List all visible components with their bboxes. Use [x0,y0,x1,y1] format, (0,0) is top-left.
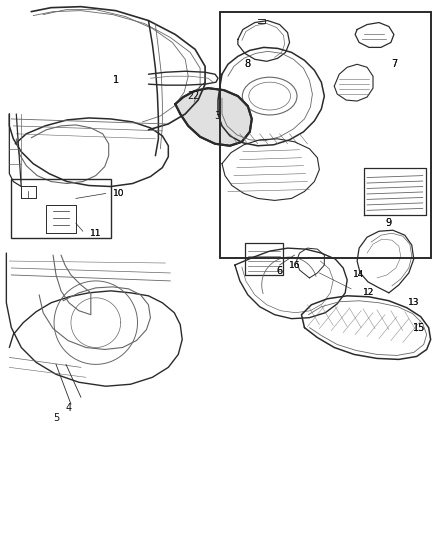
Text: 7: 7 [391,59,397,69]
Text: 5: 5 [53,413,59,423]
Text: 12: 12 [364,288,375,297]
Text: 12: 12 [364,288,375,297]
Text: 11: 11 [90,229,102,238]
Text: 13: 13 [408,298,420,307]
Bar [11,179,111,238]
Text: 10: 10 [113,189,124,198]
Text: 8: 8 [245,59,251,69]
Text: 10: 10 [113,189,124,198]
Text: 1: 1 [113,75,119,85]
Text: 15: 15 [413,322,425,333]
Text: 16: 16 [289,261,300,270]
Text: 16: 16 [289,261,300,270]
Polygon shape [175,88,252,146]
Text: 2: 2 [187,91,193,101]
Text: 2: 2 [192,91,198,101]
Text: 4: 4 [66,403,72,413]
Text: 14: 14 [353,270,365,279]
Text: 6: 6 [276,266,283,276]
Text: 1: 1 [113,75,119,85]
Text: 9: 9 [386,219,392,228]
Text: 14: 14 [353,270,365,279]
Text: 11: 11 [90,229,102,238]
Text: 8: 8 [245,59,251,69]
Text: 7: 7 [391,59,397,69]
Text: 3: 3 [214,111,220,121]
Text: 15: 15 [413,322,425,333]
Text: 6: 6 [276,266,283,276]
Bar [220,12,431,258]
Text: 13: 13 [408,298,420,307]
Text: 9: 9 [386,219,392,228]
